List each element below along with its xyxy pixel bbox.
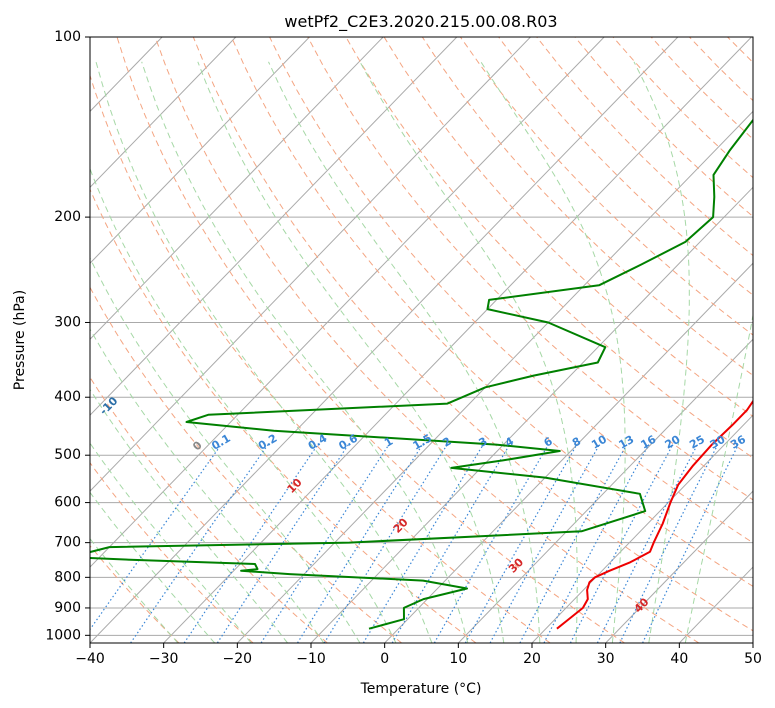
mixing-ratio-line (391, 444, 511, 643)
mixing-ratio-line (642, 444, 739, 643)
mixing-ratio-line (519, 444, 628, 643)
mixing-ratio-line (464, 444, 578, 643)
moist-adiabat-line (90, 442, 252, 643)
dry-adiabat-line (90, 376, 328, 643)
moist-adiabat-line (684, 312, 753, 643)
y-tick-label: 800 (54, 569, 81, 585)
y-axis-label: Pressure (hPa) (12, 290, 28, 390)
dry-adiabat-line (421, 37, 753, 377)
mixing-ratio-line (362, 444, 484, 643)
isotherm-line (90, 37, 458, 416)
y-tick-label: 100 (54, 29, 81, 45)
dry-adiabat-line (90, 188, 477, 643)
mixing-ratio-line (130, 444, 269, 643)
isotherm-line (90, 37, 237, 189)
isotherm-line (605, 490, 753, 643)
isotherm-lines (90, 37, 753, 643)
dry-adiabat-line (498, 37, 753, 296)
y-tick-label: 400 (54, 389, 81, 405)
x-tick-label: 10 (449, 651, 467, 667)
mixing-ratio-line (296, 444, 424, 643)
moist-adiabat-line (90, 491, 216, 643)
dry-adiabat-line (192, 37, 753, 632)
moist-adiabat-line (633, 61, 690, 643)
sounding-profile-line (90, 118, 753, 630)
x-tick-label: 20 (523, 651, 541, 667)
chart-title: wetPf2_C2E3.2020.215.00.08.R03 (284, 12, 557, 32)
x-tick-label: 0 (380, 651, 389, 667)
y-tick-label: 700 (54, 535, 81, 551)
moist-adiabat-line (197, 61, 505, 643)
pressure-gridlines (90, 37, 753, 636)
y-tick-label: 900 (54, 600, 81, 616)
plot-area: -100-90-80-70-60-50-40-30-20-10010203040… (90, 37, 753, 643)
dry-adiabat-line (90, 73, 551, 643)
dry-adiabat-line (154, 37, 700, 643)
dry-adiabat-line (116, 37, 625, 643)
moist-adiabat-line (95, 61, 433, 643)
x-tick-label: −40 (75, 651, 105, 667)
y-tick-label: 200 (54, 209, 81, 225)
mixing-ratio-line (433, 444, 549, 643)
isotherm-line (384, 262, 753, 643)
dry-adiabat-line (269, 37, 753, 544)
dry-adiabat-lines (90, 37, 753, 643)
isotherm-line (310, 186, 753, 643)
x-axis-label: Temperature (°C) (360, 681, 482, 697)
mixing-ratio-line (260, 444, 390, 643)
isotherm-line (90, 37, 679, 643)
mixing-ratio-lines (90, 444, 739, 643)
dry-adiabat-line (459, 37, 753, 336)
x-tick-label: 50 (744, 651, 762, 667)
y-tick-label: 600 (54, 495, 81, 511)
isotherm-line (531, 414, 753, 643)
moist-adiabat-line (480, 61, 626, 643)
isotherm-line (90, 37, 531, 492)
y-tick-label: 1000 (45, 627, 81, 643)
x-tick-label: −10 (296, 651, 326, 667)
dry-adiabat-line (307, 37, 753, 501)
sounding-profile-line (556, 399, 753, 630)
x-axis-ticks: −40 −30 −20 −10 0 10 20 30 40 50 (75, 643, 762, 667)
x-tick-label: 30 (597, 651, 615, 667)
mixing-ratio-line (543, 444, 650, 643)
mixing-ratio-line (183, 444, 319, 643)
moist-adiabat-line (359, 61, 578, 643)
moist-adiabat-line (268, 61, 541, 643)
isotherm-line (90, 37, 310, 264)
moist-adiabat-line (141, 61, 469, 643)
isotherm-line (457, 338, 753, 643)
y-tick-label: 500 (54, 447, 81, 463)
isotherm-line (163, 37, 752, 643)
dry-adiabat-line (90, 462, 254, 643)
mixing-ratio-line (216, 444, 349, 643)
isotherm-line (90, 37, 384, 340)
isotherm-line (90, 37, 605, 568)
x-tick-label: −20 (223, 651, 253, 667)
x-tick-label: 40 (670, 651, 688, 667)
dry-adiabat-line (231, 37, 753, 587)
mixing-ratio-line (323, 444, 448, 643)
moist-adiabat-line (90, 388, 288, 643)
y-tick-label: 300 (54, 314, 81, 330)
sounding-profiles (90, 118, 753, 630)
y-axis-ticks: 100 200 300 400 500 600 700 800 900 1000 (45, 29, 90, 643)
plot-frame (89, 36, 754, 644)
x-tick-label: −30 (149, 651, 179, 667)
moist-adiabat-line (90, 256, 361, 643)
moist-adiabat-line (90, 328, 325, 643)
moist-adiabat-lines (90, 61, 753, 643)
